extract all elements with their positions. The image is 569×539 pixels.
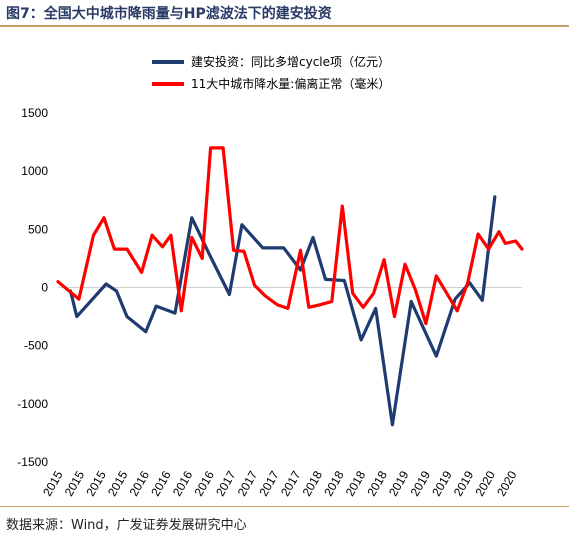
x-tick-label: 2020 [494, 468, 520, 498]
x-tick-label: 2018 [300, 468, 326, 498]
x-tick-label: 2018 [343, 468, 369, 498]
x-tick-label: 2017 [235, 468, 261, 498]
legend-label-2: 11大中城市降水量:偏离正常（毫米） [191, 76, 390, 91]
x-tick-label: 2015 [40, 468, 66, 498]
x-tick-label: 2016 [127, 468, 153, 498]
title-divider [0, 25, 569, 27]
y-tick-label: -1500 [17, 455, 48, 469]
x-tick-label: 2015 [83, 468, 109, 498]
y-tick-label: -1000 [17, 397, 48, 411]
x-tick-label: 2016 [191, 468, 217, 498]
y-tick-label: -500 [24, 339, 48, 353]
legend-label-1: 建安投资：同比多增cycle项（亿元） [191, 54, 390, 69]
y-tick-label: 1500 [21, 106, 48, 120]
source-note: 数据来源：Wind，广发证券发展研究中心 [6, 518, 247, 533]
x-tick-label: 2016 [148, 468, 174, 498]
figure-title: 图7：全国大中城市降雨量与HP滤波法下的建安投资 [6, 6, 332, 22]
x-tick-label: 2015 [62, 468, 88, 498]
x-tick-label: 2017 [278, 468, 304, 498]
series-line-1 [68, 195, 497, 427]
series-line-2 [56, 146, 524, 326]
y-tick-label: 0 [41, 281, 48, 295]
y-tick-label: 1000 [21, 164, 48, 178]
x-tick-label: 2019 [386, 468, 412, 498]
x-tick-label: 2020 [473, 468, 499, 498]
x-tick-label: 2017 [256, 468, 282, 498]
x-tick-label: 2017 [213, 468, 239, 498]
x-tick-label: 2019 [429, 468, 455, 498]
x-tick-label: 2019 [451, 468, 477, 498]
x-tick-label: 2019 [408, 468, 434, 498]
x-tick-label: 2015 [105, 468, 131, 498]
y-tick-label: 500 [28, 222, 48, 236]
x-tick-label: 2016 [170, 468, 196, 498]
source-divider [0, 506, 569, 507]
x-tick-label: 2018 [321, 468, 347, 498]
x-tick-label: 2018 [364, 468, 390, 498]
